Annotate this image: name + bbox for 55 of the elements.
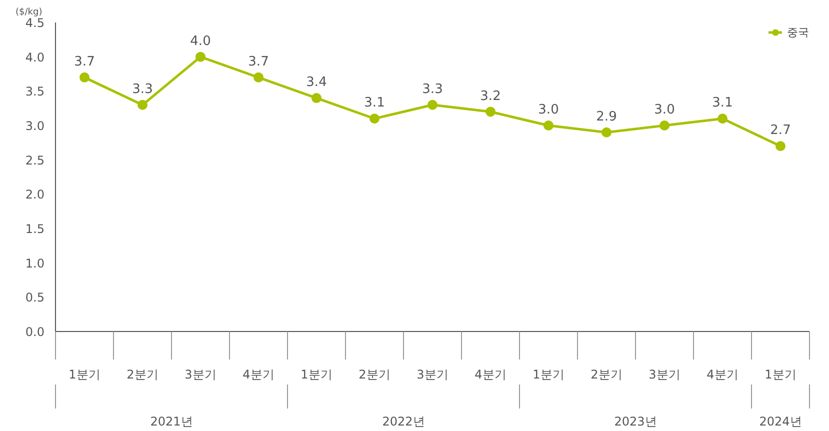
point: [718, 114, 728, 124]
point: [602, 127, 612, 138]
y-tick-label: 4.5: [25, 16, 45, 30]
x-tick-label: 4분기: [474, 368, 506, 382]
point: [196, 52, 206, 62]
data-label: 3.0: [538, 102, 559, 118]
point: [776, 141, 786, 152]
y-tick-label: 2.0: [25, 188, 45, 202]
point: [544, 120, 554, 130]
y-tick-label: 0.0: [25, 325, 45, 339]
x-tick-label: 2분기: [590, 368, 622, 382]
data-label: 4.0: [190, 34, 211, 49]
legend-label: 중국: [787, 24, 809, 40]
y-tick-label: 3.5: [25, 84, 45, 99]
data-label: 2.9: [596, 109, 617, 124]
y-tick-label: 1.5: [25, 222, 45, 236]
text: 2021년: [150, 414, 193, 428]
data-label: 3.0: [654, 102, 675, 118]
y-axis-title: ($/kg): [16, 8, 42, 18]
y-tick-label: 3.0: [25, 119, 45, 133]
point: [660, 120, 670, 130]
data-label: 3.3: [132, 82, 153, 97]
text: 2023년: [614, 414, 657, 428]
x-tick-label: 1분기: [68, 368, 100, 382]
point: [80, 72, 90, 82]
x-tick-label: 4분기: [706, 368, 738, 382]
x-tick-label: 4분기: [242, 368, 274, 382]
text: 2022년: [382, 414, 425, 428]
x-tick-label: 1분기: [764, 368, 796, 382]
x-tick-label: 2분기: [358, 368, 390, 382]
point: [254, 72, 264, 82]
point: [138, 100, 148, 110]
data-label: 3.1: [364, 96, 385, 111]
data-label: 2.7: [770, 123, 791, 138]
y-tick-label: 0.5: [25, 290, 45, 305]
data-label: 3.4: [306, 75, 327, 90]
x-tick-label: 3분기: [416, 368, 448, 382]
data-label: 3.3: [422, 82, 443, 97]
data-label: 3.2: [480, 88, 501, 104]
point: [312, 93, 322, 104]
y-tick-label: 1.0: [25, 256, 45, 270]
data-label: 3.1: [712, 96, 733, 111]
point: [428, 100, 438, 110]
y-tick-label: 4.0: [25, 50, 45, 64]
x-tick-label: 3분기: [648, 368, 680, 382]
x-tick-label: 2분기: [126, 368, 158, 382]
data-label: 3.7: [248, 54, 269, 70]
text: 2024년: [759, 414, 802, 428]
y-tick-label: 2.5: [25, 153, 45, 168]
x-tick-label: 3분기: [184, 368, 216, 382]
x-tick-label: 1분기: [532, 368, 564, 382]
point: [370, 114, 380, 124]
data-label: 3.7: [74, 54, 95, 70]
point: [486, 106, 496, 117]
x-tick-label: 1분기: [300, 368, 332, 382]
